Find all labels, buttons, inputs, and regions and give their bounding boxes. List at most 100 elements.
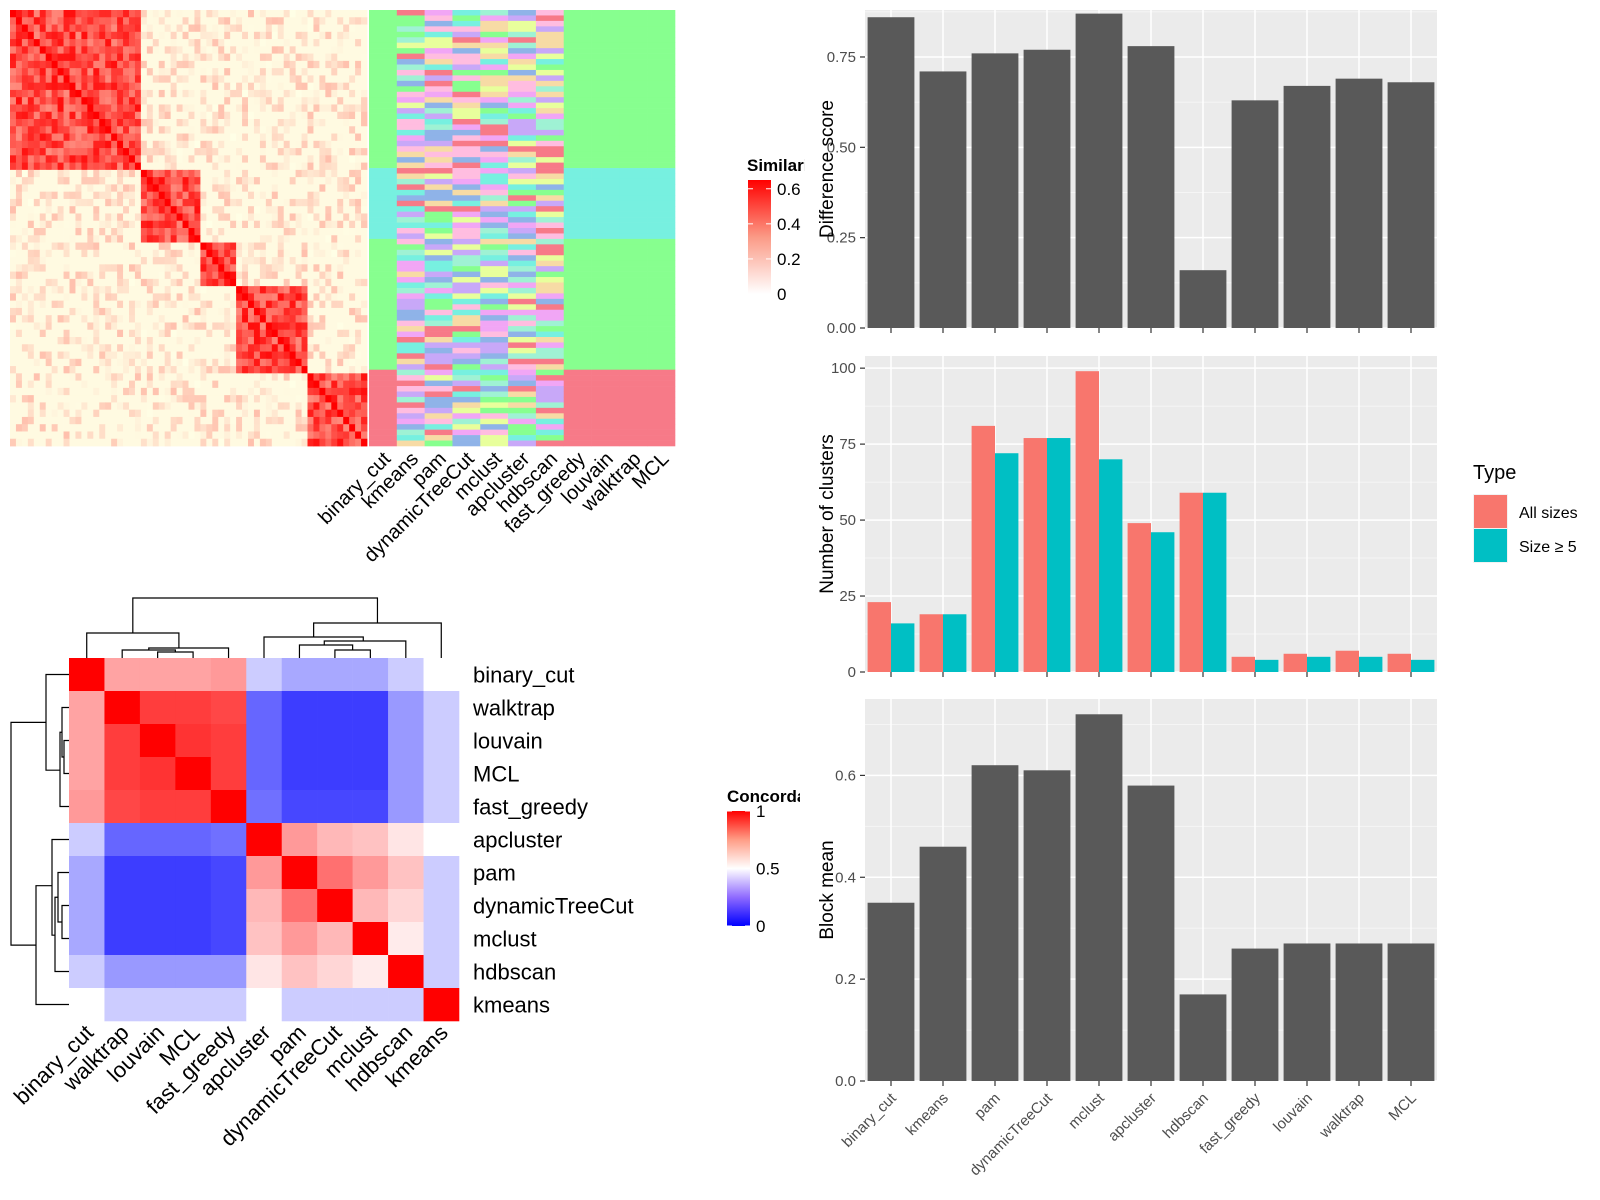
similarity-cell <box>152 31 160 40</box>
similarity-cell <box>259 75 267 84</box>
similarity-cell <box>134 431 142 440</box>
similarity-cell <box>343 213 350 222</box>
cluster-cell <box>480 233 509 240</box>
similarity-cell <box>170 235 177 243</box>
cluster-cell <box>619 119 648 125</box>
similarity-cell <box>253 10 261 18</box>
similarity-cell <box>325 53 332 62</box>
cluster-cell <box>480 331 509 338</box>
similarity-cell <box>140 373 148 381</box>
similarity-cell <box>10 257 17 265</box>
similarity-cell <box>123 322 130 331</box>
similarity-cell <box>259 329 267 338</box>
similarity-cell <box>253 366 261 374</box>
similarity-cell <box>57 162 64 171</box>
cluster-cell <box>647 386 676 392</box>
cluster-cell <box>369 69 398 76</box>
similarity-cell <box>146 387 154 396</box>
similarity-cell <box>188 337 195 345</box>
similarity-cell <box>242 337 249 345</box>
dendrogram-branch <box>148 647 230 658</box>
cluster-cell <box>535 64 565 71</box>
similarity-cell <box>337 133 344 142</box>
cluster-cell <box>647 146 676 152</box>
similarity-cell <box>51 278 58 287</box>
similarity-cell <box>200 31 207 40</box>
similarity-cell <box>325 278 332 287</box>
similarity-cell <box>349 307 356 316</box>
cluster-cell <box>480 64 509 71</box>
cluster-cell <box>619 189 648 196</box>
similarity-cell <box>182 351 189 360</box>
cluster-cell <box>647 380 676 387</box>
similarity-cell <box>188 119 195 127</box>
similarity-cell <box>277 162 285 171</box>
similarity-cell <box>307 344 314 352</box>
similarity-cell <box>283 46 291 54</box>
cluster-cell <box>508 48 537 54</box>
similarity-cell <box>158 337 166 345</box>
similarity-cell <box>170 162 177 171</box>
similarity-cell <box>289 111 296 120</box>
similarity-cell <box>188 97 195 105</box>
similarity-cell <box>349 409 356 418</box>
similarity-cell <box>123 75 130 84</box>
cluster-cell <box>647 168 676 174</box>
similarity-cell <box>355 242 362 251</box>
similarity-cell <box>271 198 279 207</box>
similarity-cell <box>337 162 344 171</box>
similarity-cell <box>21 329 29 338</box>
similarity-cell <box>277 126 285 134</box>
cluster-cell <box>591 64 620 71</box>
similarity-cell <box>242 329 249 338</box>
similarity-cell <box>146 220 154 229</box>
similarity-cell <box>295 344 302 352</box>
similarity-cell <box>51 286 58 294</box>
similarity-cell <box>81 68 88 76</box>
cluster-cell <box>591 353 620 360</box>
similarity-cell <box>15 97 23 105</box>
cluster-cell <box>480 168 509 174</box>
similarity-cell <box>81 293 88 302</box>
similarity-cell <box>319 351 326 360</box>
similarity-cell <box>301 82 308 91</box>
similarity-cell <box>87 322 94 331</box>
similarity-cell <box>117 242 124 251</box>
similarity-cell <box>158 191 166 200</box>
cluster-cell <box>396 337 425 343</box>
concordance-cell <box>388 757 424 791</box>
similarity-cell <box>182 191 189 200</box>
similarity-cell <box>123 184 130 193</box>
similarity-cell <box>218 191 225 200</box>
similarity-cell <box>194 198 201 207</box>
cluster-cell <box>508 249 537 256</box>
similarity-cell <box>69 97 76 105</box>
cluster-cell <box>591 337 620 343</box>
cluster-cell <box>508 10 537 16</box>
similarity-cell <box>182 373 189 381</box>
similarity-cell <box>194 286 201 294</box>
cluster-cell <box>480 15 509 22</box>
similarity-cell <box>313 264 320 272</box>
similarity-cell <box>283 82 291 91</box>
similarity-cell <box>21 286 29 294</box>
cluster-cell <box>535 249 565 256</box>
similarity-cell <box>325 177 332 185</box>
similarity-cell <box>242 307 249 316</box>
similarity-cell <box>301 424 308 432</box>
similarity-cell <box>81 257 88 265</box>
similarity-cell <box>319 286 326 294</box>
similarity-cell <box>27 162 35 171</box>
cluster-cell <box>563 97 592 103</box>
similarity-cell <box>212 286 219 294</box>
similarity-cell <box>57 228 64 236</box>
similarity-cell <box>152 10 160 18</box>
cluster-cell <box>563 342 592 349</box>
cluster-cell <box>619 309 648 316</box>
similarity-cell <box>212 228 219 236</box>
similarity-cell <box>361 344 368 352</box>
cluster-cell <box>480 80 509 87</box>
similarity-cell <box>301 249 308 258</box>
similarity-cell <box>361 89 368 98</box>
similarity-cell <box>331 387 338 396</box>
